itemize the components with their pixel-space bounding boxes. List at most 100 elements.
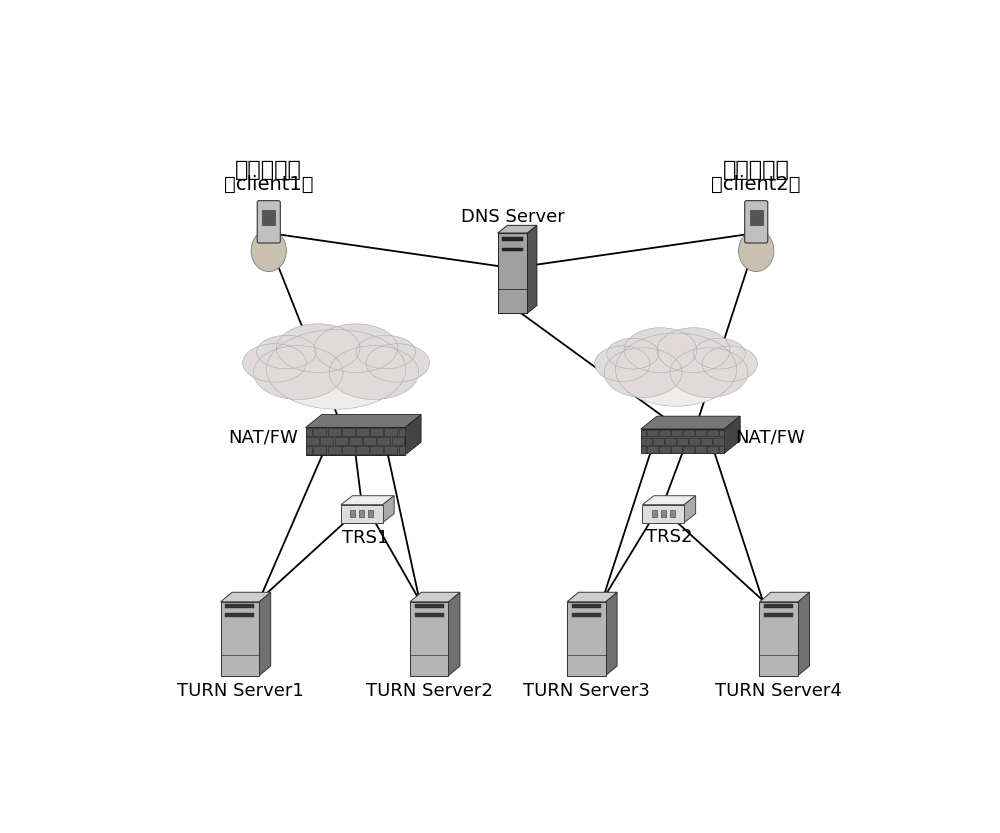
FancyBboxPatch shape <box>719 446 724 453</box>
FancyBboxPatch shape <box>683 446 694 453</box>
Ellipse shape <box>615 333 737 407</box>
Polygon shape <box>527 226 537 313</box>
Text: TRS2: TRS2 <box>646 528 693 546</box>
Polygon shape <box>798 592 809 676</box>
Polygon shape <box>306 415 421 427</box>
Ellipse shape <box>254 346 343 400</box>
Ellipse shape <box>243 344 306 382</box>
Ellipse shape <box>257 336 316 369</box>
FancyBboxPatch shape <box>572 604 601 608</box>
FancyBboxPatch shape <box>359 511 364 516</box>
FancyBboxPatch shape <box>399 446 405 454</box>
FancyBboxPatch shape <box>659 430 670 436</box>
FancyBboxPatch shape <box>257 201 280 243</box>
FancyBboxPatch shape <box>225 604 254 608</box>
FancyBboxPatch shape <box>306 446 312 454</box>
FancyBboxPatch shape <box>356 428 369 436</box>
Polygon shape <box>259 592 271 676</box>
Polygon shape <box>405 415 421 455</box>
FancyBboxPatch shape <box>719 430 724 436</box>
FancyBboxPatch shape <box>652 511 657 516</box>
Text: 第一客户端: 第一客户端 <box>235 160 302 180</box>
FancyBboxPatch shape <box>707 430 718 436</box>
FancyBboxPatch shape <box>572 613 601 617</box>
Polygon shape <box>341 496 394 505</box>
FancyBboxPatch shape <box>502 247 523 252</box>
FancyBboxPatch shape <box>683 430 694 436</box>
Ellipse shape <box>693 338 745 369</box>
Polygon shape <box>567 592 617 602</box>
FancyBboxPatch shape <box>689 438 700 445</box>
FancyBboxPatch shape <box>320 437 333 445</box>
FancyBboxPatch shape <box>370 446 383 454</box>
Ellipse shape <box>670 347 748 397</box>
FancyBboxPatch shape <box>313 428 326 436</box>
FancyBboxPatch shape <box>695 430 706 436</box>
FancyBboxPatch shape <box>745 201 768 243</box>
FancyBboxPatch shape <box>695 446 706 453</box>
FancyBboxPatch shape <box>750 210 763 225</box>
FancyBboxPatch shape <box>661 511 666 516</box>
FancyBboxPatch shape <box>641 429 724 453</box>
FancyBboxPatch shape <box>410 602 448 676</box>
Text: TURN Server3: TURN Server3 <box>523 682 650 701</box>
FancyBboxPatch shape <box>370 428 383 436</box>
FancyBboxPatch shape <box>764 613 793 617</box>
FancyBboxPatch shape <box>707 446 718 453</box>
Polygon shape <box>606 592 617 676</box>
FancyBboxPatch shape <box>415 604 444 608</box>
Polygon shape <box>642 496 696 505</box>
FancyBboxPatch shape <box>349 437 362 445</box>
FancyBboxPatch shape <box>341 505 383 522</box>
Text: （client1）: （client1） <box>224 175 314 194</box>
Text: NAT/FW: NAT/FW <box>228 428 298 446</box>
FancyBboxPatch shape <box>659 446 670 453</box>
Ellipse shape <box>314 324 398 372</box>
FancyBboxPatch shape <box>306 428 312 436</box>
Text: NAT/FW: NAT/FW <box>735 428 805 446</box>
FancyBboxPatch shape <box>392 437 404 445</box>
Ellipse shape <box>607 338 659 369</box>
Polygon shape <box>448 592 460 676</box>
Ellipse shape <box>595 346 650 382</box>
FancyBboxPatch shape <box>665 438 676 445</box>
FancyBboxPatch shape <box>306 427 405 455</box>
Polygon shape <box>410 592 460 602</box>
Ellipse shape <box>267 330 406 409</box>
Ellipse shape <box>739 230 774 272</box>
Ellipse shape <box>366 344 430 382</box>
FancyBboxPatch shape <box>328 446 341 454</box>
Ellipse shape <box>604 347 682 397</box>
Text: DNS Server: DNS Server <box>461 208 564 227</box>
FancyBboxPatch shape <box>306 437 319 445</box>
FancyBboxPatch shape <box>313 446 326 454</box>
FancyBboxPatch shape <box>647 430 658 436</box>
FancyBboxPatch shape <box>759 602 798 676</box>
FancyBboxPatch shape <box>713 438 724 445</box>
FancyBboxPatch shape <box>641 446 646 453</box>
Polygon shape <box>498 226 537 233</box>
FancyBboxPatch shape <box>377 437 390 445</box>
FancyBboxPatch shape <box>335 437 348 445</box>
FancyBboxPatch shape <box>342 446 355 454</box>
Ellipse shape <box>702 346 757 382</box>
FancyBboxPatch shape <box>350 511 355 516</box>
FancyBboxPatch shape <box>677 438 688 445</box>
Polygon shape <box>724 416 740 453</box>
Text: TURN Server4: TURN Server4 <box>715 682 842 701</box>
Polygon shape <box>759 592 809 602</box>
Text: TURN Server1: TURN Server1 <box>177 682 303 701</box>
FancyBboxPatch shape <box>567 602 606 676</box>
FancyBboxPatch shape <box>399 428 405 436</box>
FancyBboxPatch shape <box>653 438 664 445</box>
Ellipse shape <box>356 336 416 369</box>
FancyBboxPatch shape <box>671 446 682 453</box>
FancyBboxPatch shape <box>641 430 646 436</box>
FancyBboxPatch shape <box>502 237 523 241</box>
Text: 第二客户端: 第二客户端 <box>723 160 790 180</box>
FancyBboxPatch shape <box>384 428 397 436</box>
Polygon shape <box>641 416 740 429</box>
FancyBboxPatch shape <box>342 428 355 436</box>
FancyBboxPatch shape <box>647 446 658 453</box>
Polygon shape <box>221 592 271 602</box>
